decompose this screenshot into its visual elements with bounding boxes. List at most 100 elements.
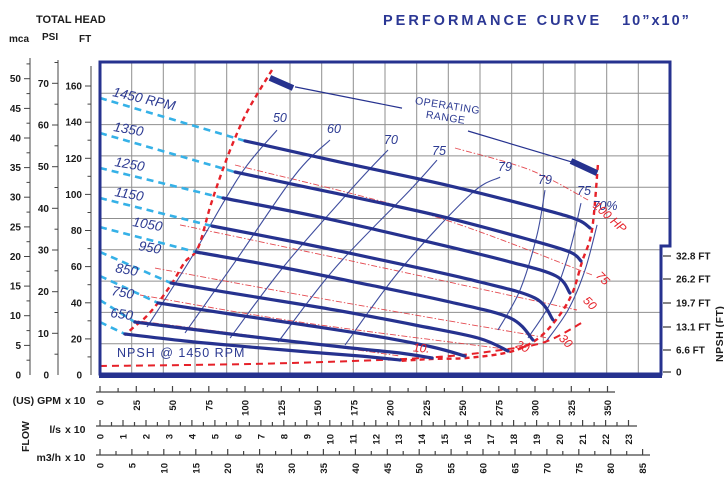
svg-text:35: 35 — [319, 462, 330, 473]
max-flow-boundary — [399, 164, 600, 363]
efficiency-label: 75 — [432, 144, 446, 158]
svg-text:20: 20 — [38, 287, 50, 298]
svg-text:80: 80 — [71, 226, 83, 237]
svg-text:35: 35 — [10, 163, 22, 174]
rpm-label-1350: 1350 — [112, 119, 145, 139]
svg-text:30: 30 — [38, 246, 50, 257]
min-flow-boundary — [124, 69, 274, 336]
svg-text:40: 40 — [38, 204, 50, 215]
rpm-label-950: 950 — [137, 238, 162, 257]
svg-text:40: 40 — [351, 463, 362, 474]
title-text: PERFORMANCE CURVE — [383, 13, 603, 29]
title-size-label: 10”x10” — [622, 13, 691, 29]
svg-text:80: 80 — [606, 463, 617, 474]
head-scale-FT: 0 20 40 60 80 100 120 140 160 — [65, 66, 92, 382]
svg-text:65: 65 — [511, 462, 522, 473]
ft-unit-header: FT — [79, 34, 92, 45]
svg-text:120: 120 — [65, 154, 82, 165]
npsh-axis: 32.8 FT 26.2 FT 19.7 FT 13.1 FT 6.6 FT 0 — [663, 252, 710, 379]
svg-text:60: 60 — [71, 262, 83, 273]
range-leader-left — [294, 86, 403, 109]
operating-boundaries — [124, 69, 600, 363]
pump-curve-950 — [169, 281, 510, 353]
npsh-axis-label: NPSH (FT) — [714, 305, 724, 362]
rpm-dashed-extensions — [99, 96, 246, 336]
svg-text:5: 5 — [210, 433, 221, 439]
svg-text:32.8 FT: 32.8 FT — [676, 252, 710, 263]
svg-text:10: 10 — [325, 434, 336, 445]
m3h-axis-caption: m3/h — [36, 452, 61, 464]
rpm-label-1450: 1450 RPM — [111, 84, 177, 113]
svg-text:5: 5 — [15, 341, 21, 352]
pump-curve-1450 — [243, 139, 592, 230]
svg-text:7: 7 — [256, 434, 267, 439]
svg-text:12: 12 — [371, 434, 382, 445]
svg-text:10: 10 — [10, 311, 22, 322]
svg-text:175: 175 — [349, 399, 360, 416]
svg-text:70: 70 — [38, 79, 50, 90]
svg-text:200: 200 — [386, 400, 397, 416]
grid — [100, 62, 670, 373]
svg-text:20: 20 — [71, 334, 83, 345]
flow-scale-ls: 0 1 2 3 4 5 6 7 8 9 10 11 12 13 14 15 16 17 18 19 20 21 22 23 — [96, 420, 637, 445]
total-head-scales: 0 5 10 15 20 25 30 35 40 45 50 0 10 20 30 40 50 60 70 0 20 40… — [10, 58, 92, 382]
range-marker-left — [268, 75, 295, 91]
power-label: 30 — [556, 331, 576, 351]
mca-unit-header: mca — [9, 34, 30, 45]
svg-text:70: 70 — [542, 463, 553, 474]
svg-text:0: 0 — [96, 434, 107, 439]
svg-text:40: 40 — [10, 134, 22, 145]
svg-text:25: 25 — [132, 399, 143, 410]
npsh-curve — [99, 321, 584, 367]
power-label: 50 — [580, 293, 600, 313]
efficiency-label: 50 — [273, 111, 287, 125]
flow-axis-label: FLOW — [20, 421, 32, 452]
svg-text:10: 10 — [159, 463, 170, 474]
svg-text:1: 1 — [119, 433, 130, 439]
svg-text:100: 100 — [65, 190, 82, 201]
pump-curve-850 — [156, 301, 467, 358]
svg-text:85: 85 — [638, 462, 649, 473]
svg-text:4: 4 — [187, 433, 198, 439]
svg-text:18: 18 — [509, 434, 520, 445]
page-title: PERFORMANCE CURVE 10”x10” — [383, 13, 691, 29]
svg-text:300: 300 — [531, 400, 542, 416]
efficiency-label: 79 — [538, 173, 552, 187]
svg-text:25: 25 — [10, 222, 22, 233]
svg-text:0: 0 — [676, 368, 682, 379]
svg-text:60: 60 — [38, 121, 50, 132]
svg-text:50: 50 — [38, 162, 50, 173]
svg-text:0: 0 — [76, 371, 82, 382]
pump-curve-1250 — [221, 196, 572, 295]
svg-text:30: 30 — [287, 463, 298, 474]
svg-text:10: 10 — [38, 329, 50, 340]
svg-text:21: 21 — [578, 433, 589, 444]
pump-curve-1050 — [194, 250, 535, 342]
svg-text:100: 100 — [241, 400, 252, 416]
rpm-label-1250: 1250 — [114, 154, 147, 174]
svg-text:15: 15 — [191, 462, 202, 473]
pump-curve-650 — [123, 332, 402, 362]
rpm-label-850: 850 — [114, 260, 139, 279]
power-label: 75 — [593, 269, 613, 289]
svg-text:19.7 FT: 19.7 FT — [676, 299, 710, 310]
svg-text:160: 160 — [65, 82, 82, 93]
rpm-labels: 1450 RPM 1350 1250 1150 1050 950 850 750 650 — [110, 84, 178, 323]
pump-curve-1350 — [233, 170, 583, 263]
svg-text:0: 0 — [96, 463, 107, 468]
svg-text:9: 9 — [302, 434, 313, 439]
rpm-label-1050: 1050 — [131, 214, 164, 234]
svg-text:14: 14 — [417, 433, 428, 444]
svg-text:26.2 FT: 26.2 FT — [676, 275, 710, 286]
svg-text:8: 8 — [279, 434, 290, 439]
svg-text:225: 225 — [422, 399, 433, 416]
svg-text:0: 0 — [43, 371, 49, 382]
pump-curve-750 — [133, 320, 434, 360]
efficiency-label: 79 — [498, 160, 512, 174]
efficiency-label: 70% — [592, 199, 617, 213]
svg-text:3: 3 — [164, 434, 175, 439]
svg-text:2: 2 — [142, 434, 153, 439]
head-scale-mca: 0 5 10 15 20 25 30 35 40 45 50 — [10, 58, 31, 382]
